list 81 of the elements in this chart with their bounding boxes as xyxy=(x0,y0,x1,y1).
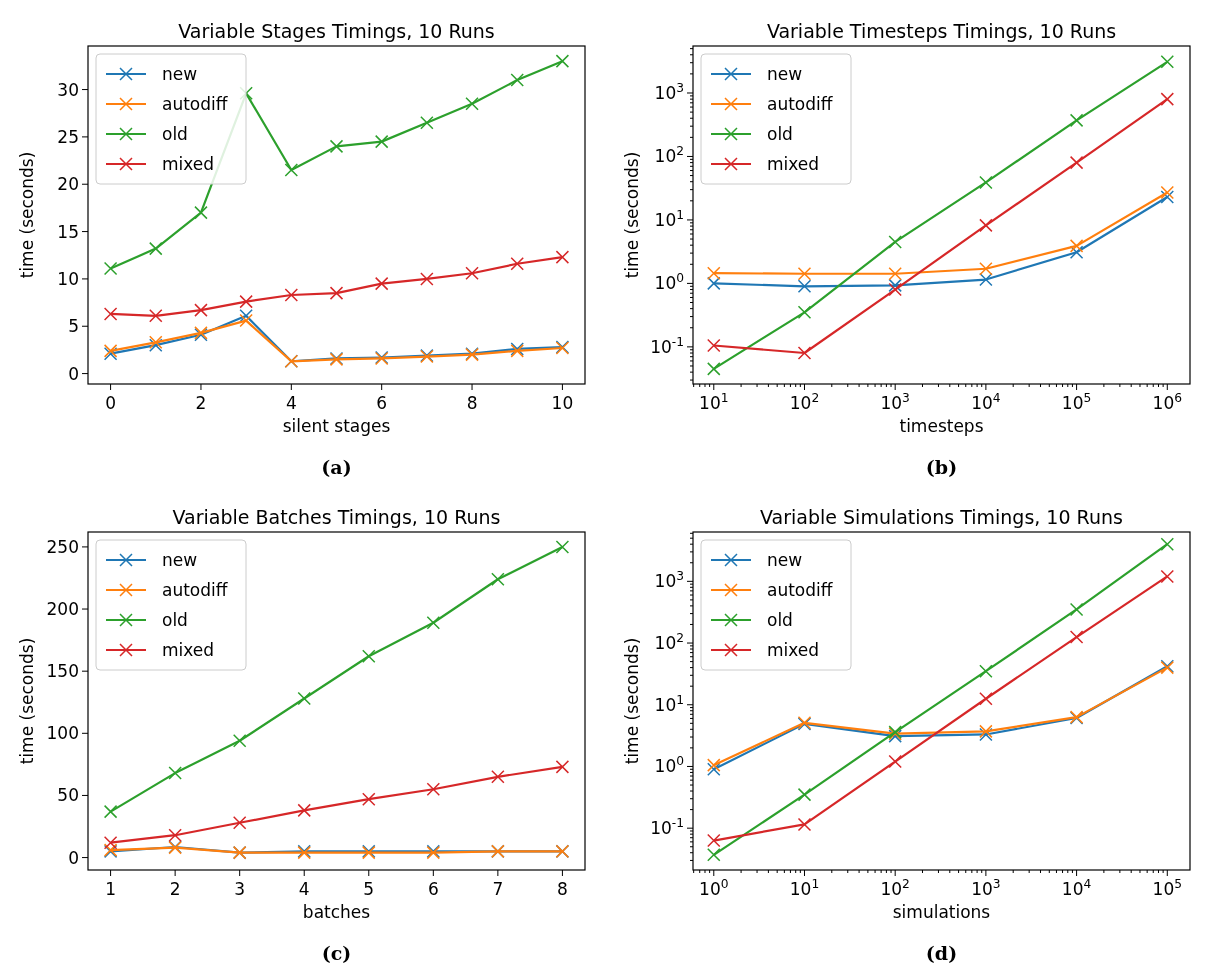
chart-title: Variable Timesteps Timings, 10 Runs xyxy=(766,20,1117,42)
x-tick-label: 10$^{1}$ xyxy=(789,877,820,899)
x-tick-label: 10$^{1}$ xyxy=(699,391,729,413)
y-axis-title: time (seconds) xyxy=(17,637,37,765)
x-tick-label: 2 xyxy=(169,879,181,899)
x-axis-title: batches xyxy=(302,902,371,922)
x-tick-label: 0 xyxy=(105,393,116,413)
y-tick-label: 150 xyxy=(46,661,79,682)
x-tick-label: 2 xyxy=(195,393,207,413)
y-axis-title: time (seconds) xyxy=(622,151,642,279)
legend-label: new xyxy=(767,63,803,84)
y-tick-label: 0 xyxy=(68,847,79,868)
text: (a) xyxy=(321,456,352,478)
x-axis-title: timesteps xyxy=(899,416,984,436)
y-tick-label: 10$^{3}$ xyxy=(654,80,684,103)
y-tick-label: 250 xyxy=(46,536,79,557)
legend-label: autodiff xyxy=(162,579,229,600)
x-tick-label: 7 xyxy=(492,879,504,899)
chart-title: Variable Simulations Timings, 10 Runs xyxy=(760,506,1123,528)
y-tick-label: 10$^{1}$ xyxy=(654,692,684,715)
chart-title: Variable Batches Timings, 10 Runs xyxy=(172,506,501,528)
x-tick-label: 8 xyxy=(556,879,568,899)
legend-label: old xyxy=(162,609,188,630)
legend-label: old xyxy=(767,609,793,630)
legend-label: mixed xyxy=(162,639,215,660)
legend-label: mixed xyxy=(767,153,820,174)
y-tick-label: 50 xyxy=(57,785,79,806)
x-tick-label: 4 xyxy=(298,879,310,899)
y-axis-title: time (seconds) xyxy=(17,151,37,279)
y-tick-label: 30 xyxy=(57,79,79,100)
legend-label: mixed xyxy=(162,153,215,174)
text: (d) xyxy=(925,942,958,964)
x-tick-label: 4 xyxy=(285,393,297,413)
y-tick-label: 10$^{-1}$ xyxy=(650,816,684,839)
x-tick-label: 1 xyxy=(105,879,116,899)
legend-label: autodiff xyxy=(162,93,229,114)
y-axis-title: time (seconds) xyxy=(622,637,642,765)
x-tick-label: 10$^{2}$ xyxy=(880,877,910,899)
y-tick-label: 10$^{-1}$ xyxy=(650,334,684,357)
x-tick-label: 3 xyxy=(234,879,246,899)
y-tick-label: 10$^{3}$ xyxy=(654,569,684,592)
text: (c) xyxy=(321,942,352,964)
x-tick-label: 10$^{2}$ xyxy=(789,391,820,413)
x-tick-label: 10$^{3}$ xyxy=(880,391,910,413)
x-tick-label: 8 xyxy=(466,393,478,413)
y-tick-label: 5 xyxy=(68,316,79,337)
y-tick-label: 10$^{0}$ xyxy=(654,271,684,294)
legend-label: old xyxy=(767,123,793,144)
y-tick-label: 100 xyxy=(46,723,79,744)
y-tick-label: 10$^{0}$ xyxy=(654,754,684,777)
y-tick-label: 10 xyxy=(57,268,79,289)
x-tick-label: 10$^{5}$ xyxy=(1061,391,1092,413)
x-tick-label: 10$^{5}$ xyxy=(1152,877,1183,899)
legend-label: old xyxy=(162,123,188,144)
x-tick-label: 10$^{6}$ xyxy=(1152,391,1183,413)
x-tick-label: 10 xyxy=(551,393,574,413)
legend-label: autodiff xyxy=(767,579,834,600)
legend-label: mixed xyxy=(767,639,820,660)
x-tick-label: 6 xyxy=(427,879,439,899)
x-tick-label: 10$^{3}$ xyxy=(971,877,1001,899)
y-tick-label: 0 xyxy=(68,363,79,384)
text: (b) xyxy=(925,456,958,478)
y-tick-label: 10$^{2}$ xyxy=(654,630,684,653)
x-tick-label: 6 xyxy=(376,393,388,413)
y-tick-label: 10$^{2}$ xyxy=(654,144,684,167)
y-tick-label: 10$^{1}$ xyxy=(654,207,684,230)
legend-label: autodiff xyxy=(767,93,834,114)
legend-label: new xyxy=(162,63,198,84)
x-axis-title: simulations xyxy=(892,902,991,922)
x-axis-title: silent stages xyxy=(282,416,391,436)
y-tick-label: 200 xyxy=(46,598,79,619)
y-tick-label: 25 xyxy=(57,126,79,147)
x-tick-label: 10$^{4}$ xyxy=(1061,877,1092,899)
y-tick-label: 20 xyxy=(57,174,79,195)
x-tick-label: 10$^{4}$ xyxy=(971,391,1001,413)
legend-label: new xyxy=(162,549,198,570)
chart-title: Variable Stages Timings, 10 Runs xyxy=(178,20,495,42)
x-tick-label: 5 xyxy=(363,879,375,899)
x-tick-label: 10$^{0}$ xyxy=(699,877,729,899)
y-tick-label: 15 xyxy=(57,221,79,242)
legend-label: new xyxy=(767,549,803,570)
